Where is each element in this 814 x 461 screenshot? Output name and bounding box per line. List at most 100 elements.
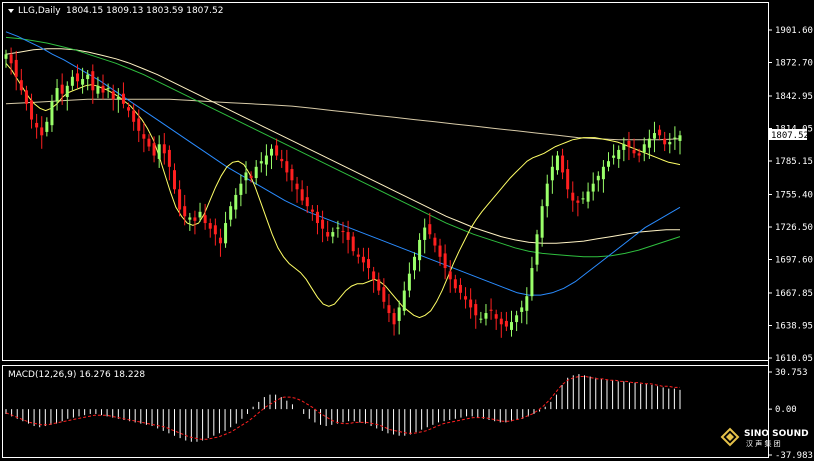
price-tick-label: 1726.50 bbox=[775, 223, 813, 233]
current-price-label: 1807.52 bbox=[771, 131, 809, 141]
candle-body bbox=[19, 80, 23, 91]
candle-body bbox=[453, 279, 457, 289]
candle-body bbox=[280, 158, 284, 162]
candle-body bbox=[484, 313, 488, 319]
candle-body bbox=[285, 161, 289, 173]
candle-body bbox=[321, 219, 325, 229]
candle-body bbox=[40, 127, 44, 136]
candle-body bbox=[499, 318, 503, 325]
candle-body bbox=[545, 183, 549, 207]
candle-body bbox=[617, 149, 621, 159]
candle-body bbox=[540, 206, 544, 238]
candle-body bbox=[9, 54, 13, 64]
candle-body bbox=[479, 318, 483, 320]
candle-body bbox=[55, 88, 59, 102]
candle-body bbox=[494, 314, 498, 319]
candle-body bbox=[448, 271, 452, 280]
price-tick-label: 1610.05 bbox=[775, 354, 813, 364]
candle-body bbox=[111, 91, 115, 100]
candle-body bbox=[647, 138, 651, 148]
candle-body bbox=[326, 232, 330, 237]
watermark-brand: SINO SOUND bbox=[744, 429, 809, 439]
candle-body bbox=[525, 296, 529, 311]
candle-body bbox=[142, 134, 146, 139]
candle-body bbox=[642, 144, 646, 153]
price-tick-label: 1872.70 bbox=[775, 59, 813, 69]
ma-green-line bbox=[5, 36, 681, 258]
candle-body bbox=[515, 315, 519, 323]
candle-body bbox=[489, 309, 493, 311]
candle-body bbox=[571, 192, 575, 201]
candle-body bbox=[627, 140, 631, 147]
chart-menu-triangle-icon[interactable] bbox=[8, 9, 14, 13]
price-tick-label: 1697.60 bbox=[775, 256, 813, 266]
candle-body bbox=[341, 230, 345, 233]
candle-body bbox=[652, 133, 656, 139]
candle-body bbox=[178, 189, 182, 210]
price-tick-label: 1785.15 bbox=[775, 157, 813, 167]
candle-body bbox=[474, 304, 478, 316]
candle-body bbox=[612, 155, 616, 158]
candle-body bbox=[520, 307, 524, 312]
candle-body bbox=[586, 191, 590, 202]
moving-averages bbox=[5, 31, 681, 319]
candle-body bbox=[259, 161, 263, 164]
diamond-inner-icon bbox=[726, 433, 734, 441]
price-tick-label: 1638.95 bbox=[775, 321, 813, 331]
candle-body bbox=[173, 170, 176, 190]
candle-body bbox=[116, 97, 120, 100]
price-tick-label: 1901.60 bbox=[775, 26, 813, 36]
candle-body bbox=[367, 259, 371, 269]
watermark-sub: 汉 声 集 团 bbox=[746, 439, 781, 448]
candle-body bbox=[167, 149, 171, 167]
candle-body bbox=[234, 194, 238, 210]
candle-body bbox=[127, 107, 131, 111]
candle-body bbox=[121, 93, 125, 104]
candle-body bbox=[550, 166, 554, 181]
candle-body bbox=[382, 287, 386, 302]
candle-body bbox=[249, 175, 253, 179]
candle-body bbox=[601, 166, 605, 180]
candle-body bbox=[351, 236, 355, 252]
candle-body bbox=[239, 183, 243, 195]
candle-body bbox=[356, 254, 360, 257]
price-tick-label: 1667.85 bbox=[775, 289, 813, 299]
candle-body bbox=[213, 225, 217, 235]
macd-title: MACD(12,26,9) 16.276 18.228 bbox=[8, 370, 145, 380]
candle-body bbox=[423, 227, 427, 240]
candle-body bbox=[397, 307, 401, 321]
candle-body bbox=[254, 166, 258, 179]
ohlc-readout: 1804.15 1809.13 1803.59 1807.52 bbox=[66, 6, 223, 16]
candle-body bbox=[4, 54, 8, 59]
candle-body bbox=[346, 232, 350, 240]
candle-body bbox=[198, 211, 202, 218]
candle-body bbox=[673, 137, 677, 139]
candle-body bbox=[663, 138, 667, 145]
candle-body bbox=[458, 284, 462, 293]
candle-body bbox=[658, 129, 662, 136]
candle-body bbox=[203, 215, 207, 224]
candle-body bbox=[464, 296, 468, 300]
candle-body bbox=[504, 320, 508, 327]
candle-body bbox=[510, 322, 513, 330]
price-panel-frame bbox=[2, 2, 769, 361]
candle-body bbox=[300, 189, 304, 201]
candle-body bbox=[270, 148, 274, 156]
candle-body bbox=[428, 224, 432, 235]
sino-sound-logo: SINO SOUND 汉 声 集 团 bbox=[720, 427, 809, 448]
candle-body bbox=[152, 143, 156, 156]
candle-body bbox=[81, 79, 85, 85]
candle-body bbox=[361, 256, 365, 263]
candle-body bbox=[75, 73, 79, 82]
candle-body bbox=[418, 239, 422, 261]
price-tick-label: 1842.95 bbox=[775, 92, 813, 102]
candle-body bbox=[208, 223, 212, 229]
candle-body bbox=[581, 198, 585, 200]
candle-body bbox=[14, 59, 18, 77]
candle-body bbox=[162, 144, 166, 154]
candle-body bbox=[137, 118, 141, 131]
candle-body bbox=[336, 227, 340, 229]
candle-body bbox=[275, 145, 279, 156]
candle-body bbox=[469, 299, 473, 308]
